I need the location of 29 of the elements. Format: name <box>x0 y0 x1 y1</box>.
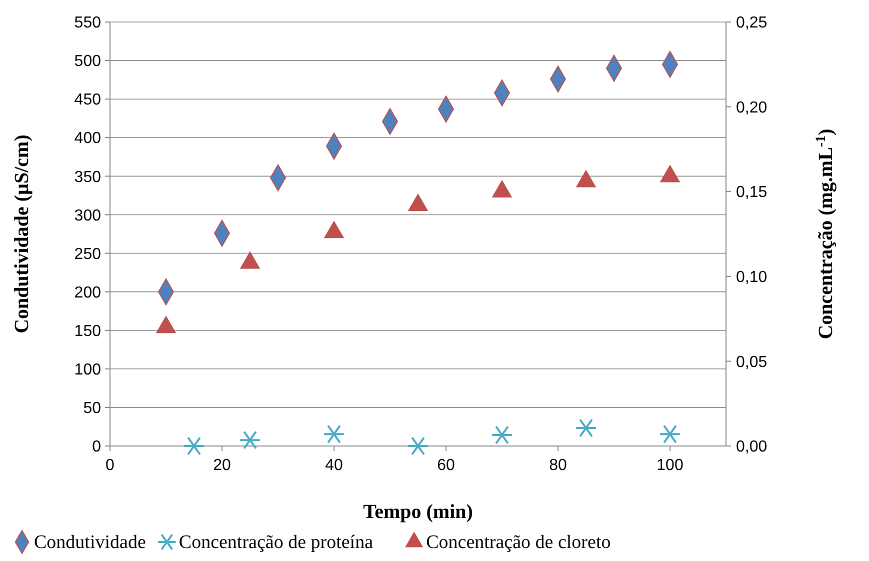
x-tick-label: 0 <box>106 457 115 474</box>
y-axis-title: Condutividade (µS/cm) <box>11 134 33 334</box>
x-tick-label: 100 <box>656 457 684 474</box>
y-tick-label: 50 <box>83 400 102 418</box>
x-tick-label: 60 <box>437 457 455 474</box>
x-tick-label: 40 <box>325 457 343 474</box>
y2-tick-label: 0,10 <box>736 269 768 286</box>
y-tick-label: 100 <box>74 362 102 379</box>
y2-tick-label: 0,15 <box>736 184 768 202</box>
y-tick-label: 350 <box>74 168 102 186</box>
legend-label: Condutividade <box>34 532 146 553</box>
x-tick-label: 20 <box>213 457 231 474</box>
y-tick-label: 250 <box>74 246 102 263</box>
y2-tick-label: 0,05 <box>736 354 768 371</box>
x-axis-title: Tempo (min) <box>363 501 473 523</box>
y-tick-label: 450 <box>74 92 102 109</box>
y-tick-label: 0 <box>92 438 102 456</box>
y-tick-label: 550 <box>74 14 102 32</box>
y2-tick-label: 0,25 <box>736 14 768 32</box>
legend-label: Concentração de proteína <box>178 532 374 553</box>
x-tick-label: 80 <box>549 457 567 474</box>
y-tick-label: 400 <box>74 130 102 148</box>
y2-tick-label: 0,20 <box>736 99 768 116</box>
y-tick-label: 200 <box>74 284 102 302</box>
y2-tick-label: 0,00 <box>736 438 768 456</box>
y-tick-label: 300 <box>74 207 102 224</box>
y-tick-label: 150 <box>74 322 102 340</box>
y-tick-label: 500 <box>74 53 102 70</box>
legend-label: Concentração de cloreto <box>426 532 611 553</box>
